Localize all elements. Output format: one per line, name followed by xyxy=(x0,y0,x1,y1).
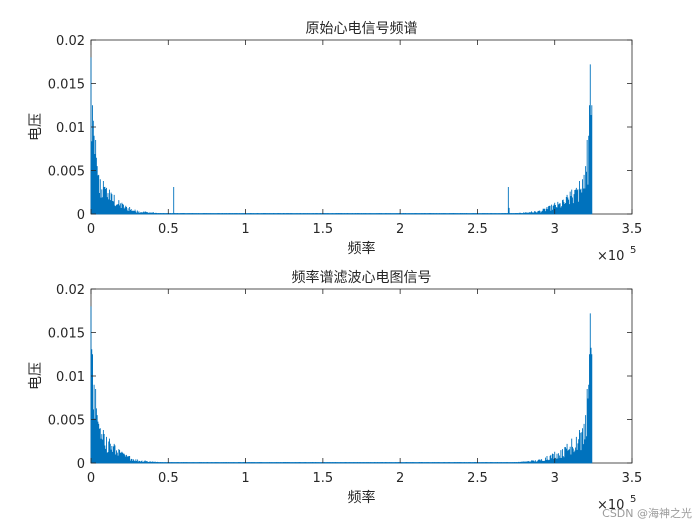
x-tick-label: 1.5 xyxy=(313,471,334,486)
x-tick-label: 2.5 xyxy=(467,471,488,486)
plot-area-2 xyxy=(90,288,633,464)
x-tick-label: 0.5 xyxy=(158,222,179,237)
x-exponent-2: ×10 xyxy=(597,498,624,513)
y-tick-label: 0.005 xyxy=(48,165,85,180)
x-tick-label: 3 xyxy=(551,222,559,237)
y-tick-label: 0.02 xyxy=(56,34,85,49)
x-tick-label: 3.5 xyxy=(622,222,643,237)
x-tick-label: 0 xyxy=(87,471,95,486)
y-tick-label: 0 xyxy=(77,208,85,223)
x-tick-label: 1 xyxy=(241,222,249,237)
y-tick-label: 0.01 xyxy=(56,121,85,136)
x-tick-label: 0.5 xyxy=(158,471,179,486)
x-tick-label: 0 xyxy=(87,222,95,237)
y-tick-label: 0.005 xyxy=(48,414,85,429)
x-tick-label: 1 xyxy=(241,471,249,486)
x-tick-label: 1.5 xyxy=(313,222,334,237)
x-tick-label: 3 xyxy=(551,471,559,486)
watermark: CSDN @海神之光 xyxy=(602,507,692,520)
x-tick-label: 2 xyxy=(396,471,404,486)
y-tick-label: 0.015 xyxy=(48,327,85,342)
y-axis-label-1: 电压 xyxy=(28,113,44,141)
x-exponent-1: ×10 xyxy=(597,249,624,264)
x-tick-label: 3.5 xyxy=(622,471,643,486)
plot-area-1 xyxy=(90,39,633,215)
y-tick-label: 0.02 xyxy=(56,283,85,298)
y-tick-label: 0.015 xyxy=(48,78,85,93)
x-axis-label-1: 频率 xyxy=(348,240,376,257)
x-exponent-power-1: 5 xyxy=(630,245,636,256)
x-tick-label: 2 xyxy=(396,222,404,237)
x-exponent-power-2: 5 xyxy=(630,494,636,505)
chart-title-1: 原始心电信号频谱 xyxy=(306,21,418,37)
x-tick-label: 2.5 xyxy=(467,222,488,237)
x-axis-label-2: 频率 xyxy=(348,489,376,506)
chart-title-2: 频率谱滤波心电图信号 xyxy=(292,269,432,286)
y-axis-label-2: 电压 xyxy=(28,362,44,390)
y-tick-label: 0 xyxy=(77,457,85,472)
y-tick-label: 0.01 xyxy=(56,370,85,385)
